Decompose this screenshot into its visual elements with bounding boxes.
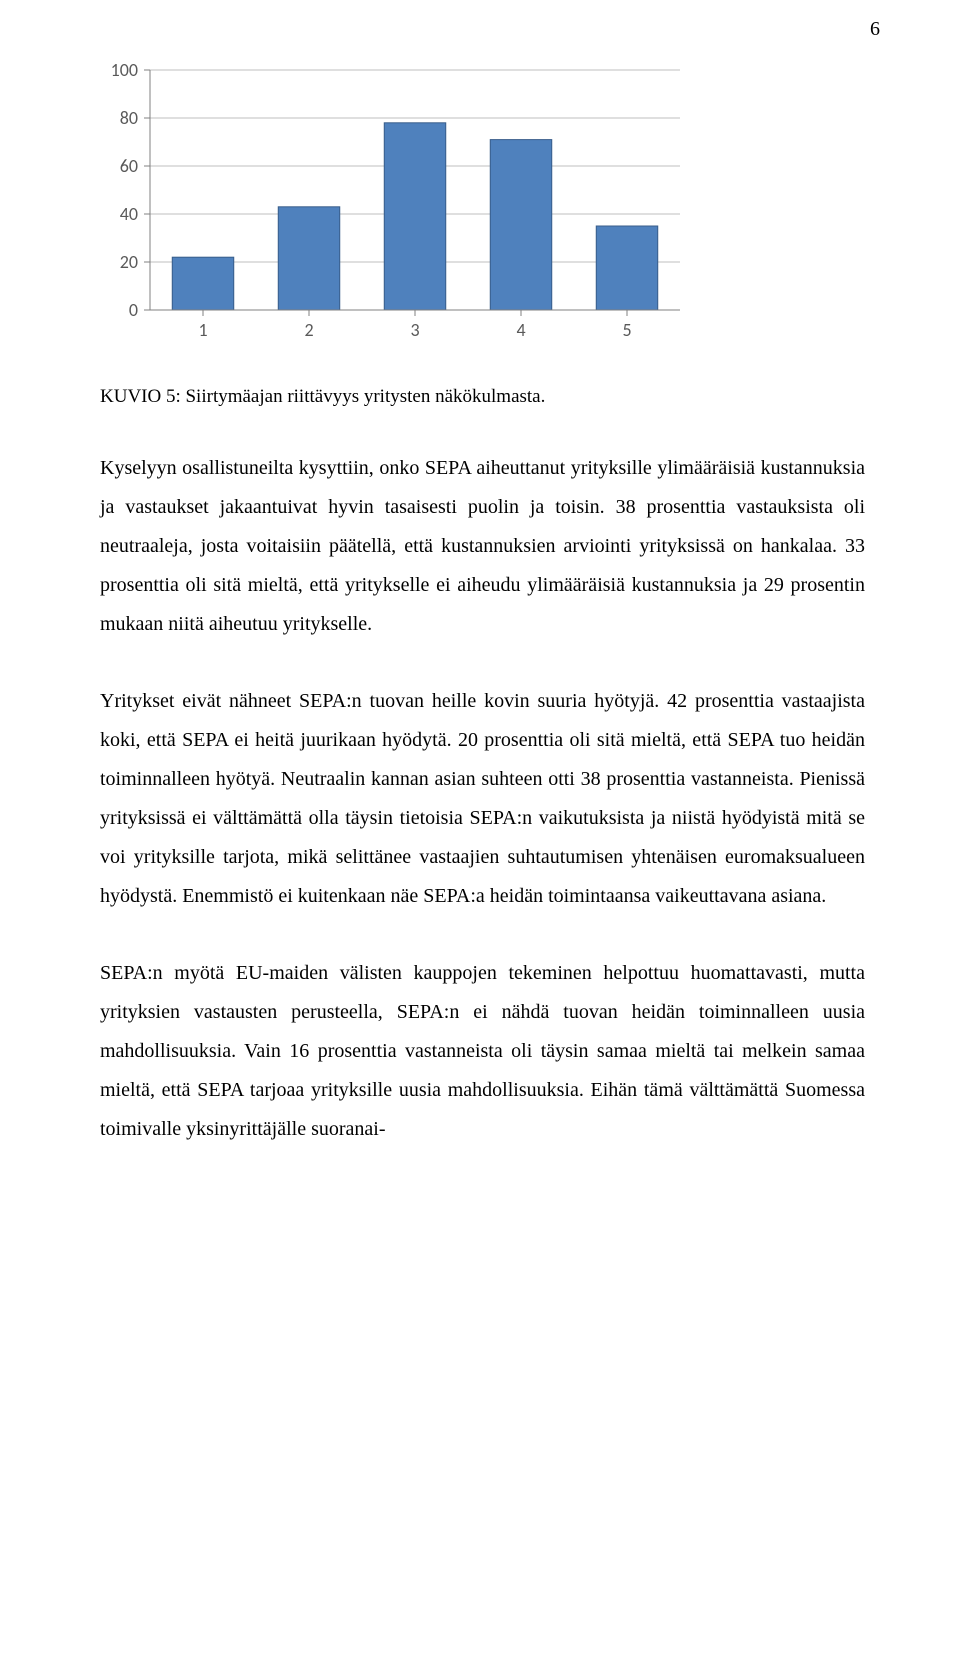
paragraph-1: Kyselyyn osallistuneilta kysyttiin, onko… [100, 449, 865, 644]
svg-text:0: 0 [129, 299, 138, 321]
svg-text:2: 2 [304, 319, 313, 341]
svg-text:60: 60 [120, 155, 138, 177]
svg-text:100: 100 [111, 60, 138, 81]
page-number: 6 [870, 18, 880, 41]
svg-text:1: 1 [198, 319, 207, 341]
svg-text:3: 3 [410, 319, 419, 341]
svg-text:20: 20 [120, 251, 138, 273]
svg-text:40: 40 [120, 203, 138, 225]
bar-chart: 0 20 40 60 80 100 1 2 3 4 5 [100, 60, 700, 360]
paragraph-2: Yritykset eivät nähneet SEPA:n tuovan he… [100, 682, 865, 916]
svg-text:80: 80 [120, 107, 138, 129]
paragraph-3: SEPA:n myötä EU-maiden välisten kauppoje… [100, 954, 865, 1149]
svg-text:4: 4 [516, 319, 525, 341]
bar-chart-svg: 0 20 40 60 80 100 1 2 3 4 5 [100, 60, 700, 360]
svg-text:5: 5 [622, 319, 631, 341]
chart-caption: KUVIO 5: Siirtymäajan riittävyys yrityst… [100, 384, 865, 411]
